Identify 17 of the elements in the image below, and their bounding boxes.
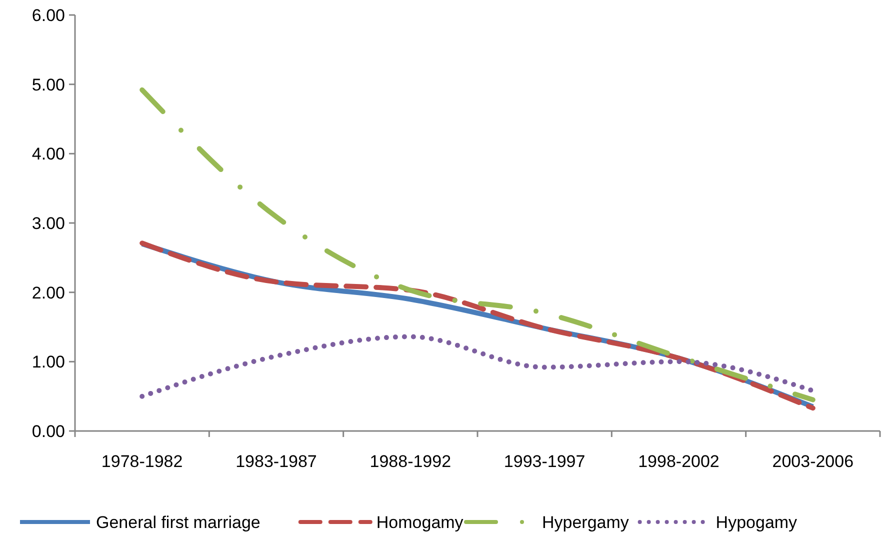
- y-tick-label: 3.00: [32, 214, 65, 233]
- legend-label: Hypergamy: [542, 512, 630, 532]
- y-tick-label: 6.00: [32, 6, 65, 25]
- x-tick-label: 2003-2006: [772, 452, 854, 471]
- y-tick-label: 4.00: [32, 144, 65, 164]
- legend-label: Hypogamy: [716, 512, 798, 532]
- x-tick-label: 1993-1997: [504, 452, 586, 471]
- legend-label: General first marriage: [96, 512, 260, 532]
- y-tick-label: 0.00: [32, 422, 65, 441]
- y-tick-label: 2.00: [32, 283, 65, 302]
- x-tick-label: 1978-1982: [101, 452, 183, 471]
- legend-label: Homogamy: [376, 512, 464, 532]
- x-tick-label: 1983-1987: [236, 452, 317, 471]
- x-tick-label: 1988-1992: [370, 452, 452, 471]
- y-tick-label: 1.00: [32, 352, 65, 372]
- x-tick-label: 1998-2002: [638, 452, 720, 471]
- y-tick-label: 5.00: [32, 75, 65, 94]
